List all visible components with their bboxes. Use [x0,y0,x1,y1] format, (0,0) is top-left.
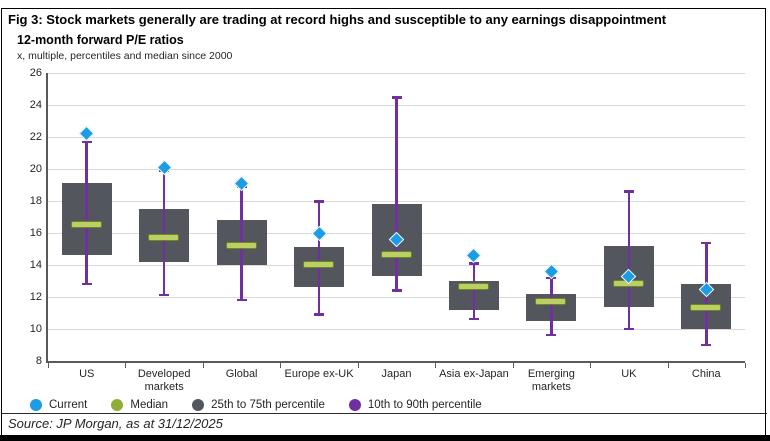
chart-legend: Current Median 25th to 75th percentile 10th… [30,399,482,411]
whisker-10-90-5 [472,263,476,320]
x-axis-tick [48,363,49,368]
x-axis-tick [590,363,592,368]
median-marker-2 [225,241,257,249]
median-marker-3 [303,261,335,268]
current-marker-icon-3 [311,225,327,241]
whisker-cap-bottom-3 [314,313,325,316]
x-axis-tick [125,363,127,368]
x-category-label-2: Global [225,368,258,380]
legend-label-3: 10th to 90th percentile [367,399,482,411]
x-category-label-6: Emerging markets [527,368,575,393]
whisker-cap-bottom-0 [81,282,92,286]
whisker-cap-bottom-7 [623,327,634,330]
whisker-10-90-0 [85,141,88,285]
median-marker-5 [457,283,489,291]
legend-label-1: Median [130,399,169,411]
x-category-label-4: Japan [381,368,412,380]
gridline-12 [48,297,745,298]
whisker-cap-top-3 [314,200,325,203]
whisker-cap-bottom-2 [236,298,247,302]
whisker-cap-top-8 [701,241,712,245]
source-text: Source: JP Morgan, as at 31/12/2025 [8,416,223,431]
legend-label-2: 25th to 75th percentile [211,399,325,411]
current-marker-icon-1 [156,159,172,176]
x-category-label-7: UK [621,368,637,380]
x-axis-tick [280,363,282,368]
y-axis-label-16: 16 [29,227,42,239]
legend-item-0: Current [30,399,87,411]
x-category-label-5: Asia ex-Japan [439,368,509,380]
whisker-cap-bottom-5 [468,317,479,321]
figure-subtitle: 12-month forward P/E ratios [17,33,184,47]
legend-label-0: Current [49,399,88,411]
median-marker-4 [380,251,412,259]
x-category-label-3: Europe ex-UK [284,368,354,380]
bottom-rule [0,435,770,441]
x-axis-tick [667,363,669,368]
median-marker-0 [70,221,102,228]
median-marker-1 [148,233,180,241]
whisker-cap-bottom-8 [701,343,712,346]
x-axis-line [48,361,745,363]
whisker-cap-bottom-6 [546,333,557,337]
x-axis-tick [202,363,204,368]
y-axis-label-20: 20 [29,163,42,175]
whisker-cap-top-7 [623,190,634,193]
units-note: x, multiple, percentiles and median sinc… [17,50,233,62]
x-category-label-0: US [79,368,95,380]
y-axis-label-24: 24 [29,99,42,111]
legend-item-2: 25th to 75th percentile [192,399,325,411]
current-marker-icon-0 [78,126,95,142]
y-axis-line [46,73,48,363]
gridline-10 [48,329,745,330]
y-axis-label-10: 10 [29,323,42,335]
whisker-10-90-6 [550,277,553,336]
whisker-10-90-4 [395,97,398,291]
whisker-10-90-7 [627,191,631,329]
y-axis-label-14: 14 [29,259,42,271]
x-category-label-1: Developed markets [137,368,191,393]
x-axis-tick [435,363,437,368]
y-axis-label-8: 8 [35,355,42,367]
y-axis-label-22: 22 [29,131,42,143]
whisker-cap-top-0 [81,140,92,144]
whisker-cap-top-4 [391,96,402,99]
legend-dot-icon-0 [30,399,42,411]
legend-item-3: 10th to 90th percentile [348,399,482,411]
whisker-10-90-3 [317,201,321,315]
x-axis-tick [745,363,746,368]
whisker-10-90-1 [162,170,166,296]
source-divider [2,413,767,414]
whisker-cap-bottom-4 [391,289,402,292]
y-axis-label-12: 12 [29,291,42,303]
x-category-label-8: China [691,368,721,380]
median-marker-8 [690,304,722,312]
current-marker-icon-2 [233,175,250,192]
legend-item-1: Median [111,399,168,411]
legend-dot-icon-1 [111,399,124,411]
whisker-cap-bottom-1 [159,293,170,297]
x-axis-tick [512,363,514,368]
y-axis-label-18: 18 [29,195,42,207]
current-marker-icon-5 [466,247,482,264]
median-marker-6 [535,297,567,305]
whisker-cap-top-5 [468,262,479,265]
y-axis-label-26: 26 [29,67,42,79]
figure-title: Fig 3: Stock markets generally are tradi… [8,12,667,27]
gridline-26 [48,73,745,74]
legend-dot-icon-2 [192,399,205,411]
x-axis-tick [357,363,359,368]
legend-dot-icon-3 [348,399,361,411]
